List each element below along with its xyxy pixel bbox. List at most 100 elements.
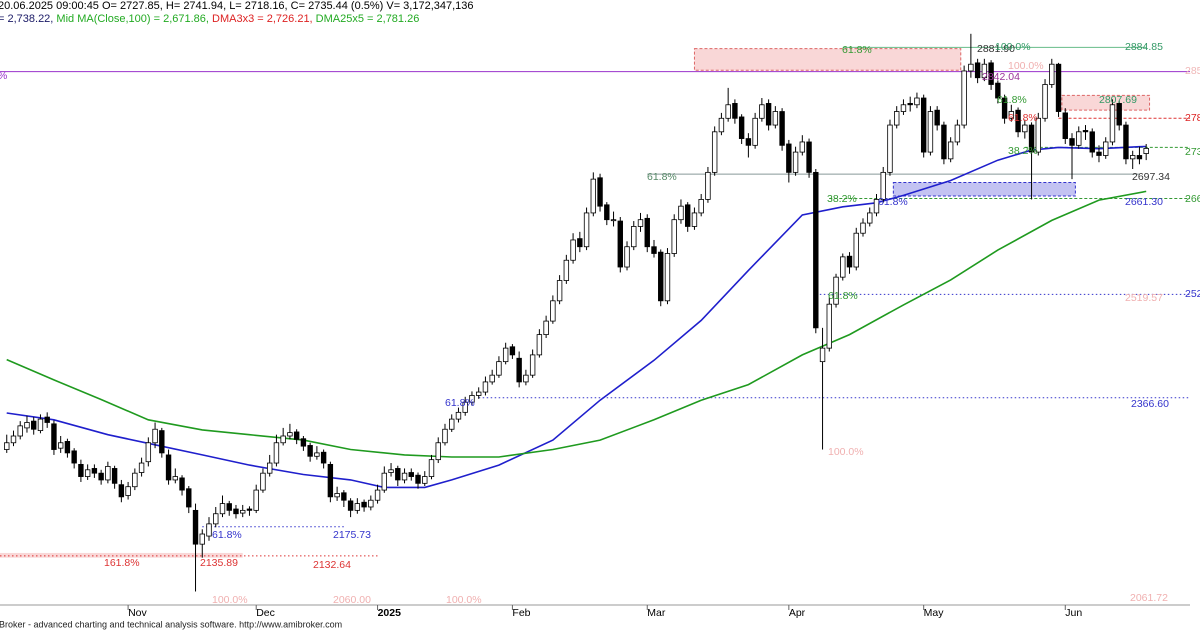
candle-body (792, 151, 799, 173)
candle-body (138, 462, 145, 473)
candle-body (826, 303, 832, 349)
candle-body (651, 246, 657, 254)
candle-body (118, 484, 125, 498)
candle-body (961, 70, 967, 126)
candle-body (813, 171, 819, 329)
annotation: 100.0% (1008, 60, 1044, 72)
candle-body (1015, 109, 1021, 133)
y-tick-label: 2850 (1185, 65, 1200, 77)
candle-body (388, 469, 394, 473)
candle-body (300, 438, 307, 447)
candle-body (273, 442, 280, 464)
candle-body (752, 117, 758, 146)
annotation: 2366.60 (1131, 398, 1169, 410)
candle-body (253, 489, 259, 511)
candle-body (64, 441, 71, 454)
candle-body (422, 476, 428, 484)
zone (693, 48, 962, 71)
candle-body (327, 463, 334, 498)
annotation: 2884.85 (1125, 41, 1163, 53)
annotation: 161.8% (104, 557, 140, 569)
candle-body (1136, 155, 1143, 160)
candle-body (347, 500, 354, 511)
candle-body (617, 220, 623, 268)
candle-body (482, 381, 489, 393)
candle-body (1082, 130, 1089, 133)
candle-body (772, 111, 779, 126)
candle-body (658, 251, 664, 302)
candle-body (974, 62, 981, 79)
candle-body (988, 62, 994, 85)
candle-body (799, 141, 806, 153)
candle-body (887, 124, 893, 173)
candle-body (1143, 148, 1149, 154)
candle-body (71, 450, 77, 464)
candle-body (320, 451, 327, 464)
candle-body (597, 177, 603, 207)
header-legend: = 2,738.22, Mid MA(Close,100) = 2,671.86… (0, 13, 419, 25)
candle-body (556, 280, 563, 302)
candle-body (516, 357, 522, 383)
annotation: 61.8% (212, 529, 242, 541)
candle-body (132, 472, 138, 488)
candle-body (24, 422, 30, 429)
candle-body (1109, 104, 1116, 143)
candle-body (57, 442, 64, 449)
candle-body (152, 428, 158, 444)
annotation: 61.8% (878, 196, 908, 208)
annotation: 61.8% (842, 44, 872, 56)
candle-body (105, 466, 111, 481)
candle-body (260, 472, 266, 491)
legend-entry: DMA25x5 = 2,781.26 (313, 13, 420, 25)
candle-body (610, 219, 617, 222)
candle-body (954, 124, 961, 143)
annotation: 100.0% (828, 446, 864, 458)
candle-body (900, 104, 907, 112)
candle-body (206, 523, 212, 537)
candle-body (496, 361, 502, 376)
candle-body (354, 503, 361, 511)
candle-body (287, 432, 293, 437)
candle-body (995, 82, 1001, 99)
candle-body (698, 199, 704, 214)
candle-body (341, 492, 347, 501)
candle-body (1022, 124, 1028, 133)
candle-body (644, 217, 650, 248)
candle-body (779, 111, 785, 146)
candle-body (786, 143, 792, 173)
candle-body (819, 347, 826, 363)
candle-body (806, 141, 812, 173)
x-tick-label: Dec (256, 607, 275, 619)
candle-body (159, 430, 165, 454)
candle-body (523, 374, 529, 383)
candle-body (179, 477, 185, 491)
candle-body (671, 219, 677, 254)
legend-entry: DMA3x3 = 2,726.21, (209, 13, 313, 25)
candle-body (17, 425, 23, 437)
candle-body (111, 468, 118, 484)
x-tick-label: Mar (647, 607, 666, 619)
candle-body (280, 435, 286, 444)
axes: Nov Dec 2025 Feb Mar Apr May Jun 2850 2780 2730 266… (0, 65, 1200, 619)
candle-body (462, 401, 468, 413)
annotation: 2697.34 (1132, 171, 1170, 183)
annotation: 61.8% (1008, 112, 1038, 124)
candle-body (449, 418, 455, 430)
candle-body (765, 103, 772, 126)
candle-body (455, 411, 462, 420)
candle-body (4, 442, 10, 450)
candle-body (334, 493, 340, 498)
candle-body (920, 97, 927, 153)
x-tick-label: Apr (789, 607, 806, 619)
candle-body (1096, 151, 1102, 156)
candle-body (624, 246, 630, 268)
candle-body (84, 469, 91, 477)
candle-body (1028, 124, 1035, 153)
candle-body (853, 232, 859, 268)
candle-body (192, 509, 199, 545)
candle-body (590, 178, 597, 214)
candle-body (880, 171, 886, 200)
candle-body (145, 442, 152, 463)
candle-body (374, 489, 381, 501)
